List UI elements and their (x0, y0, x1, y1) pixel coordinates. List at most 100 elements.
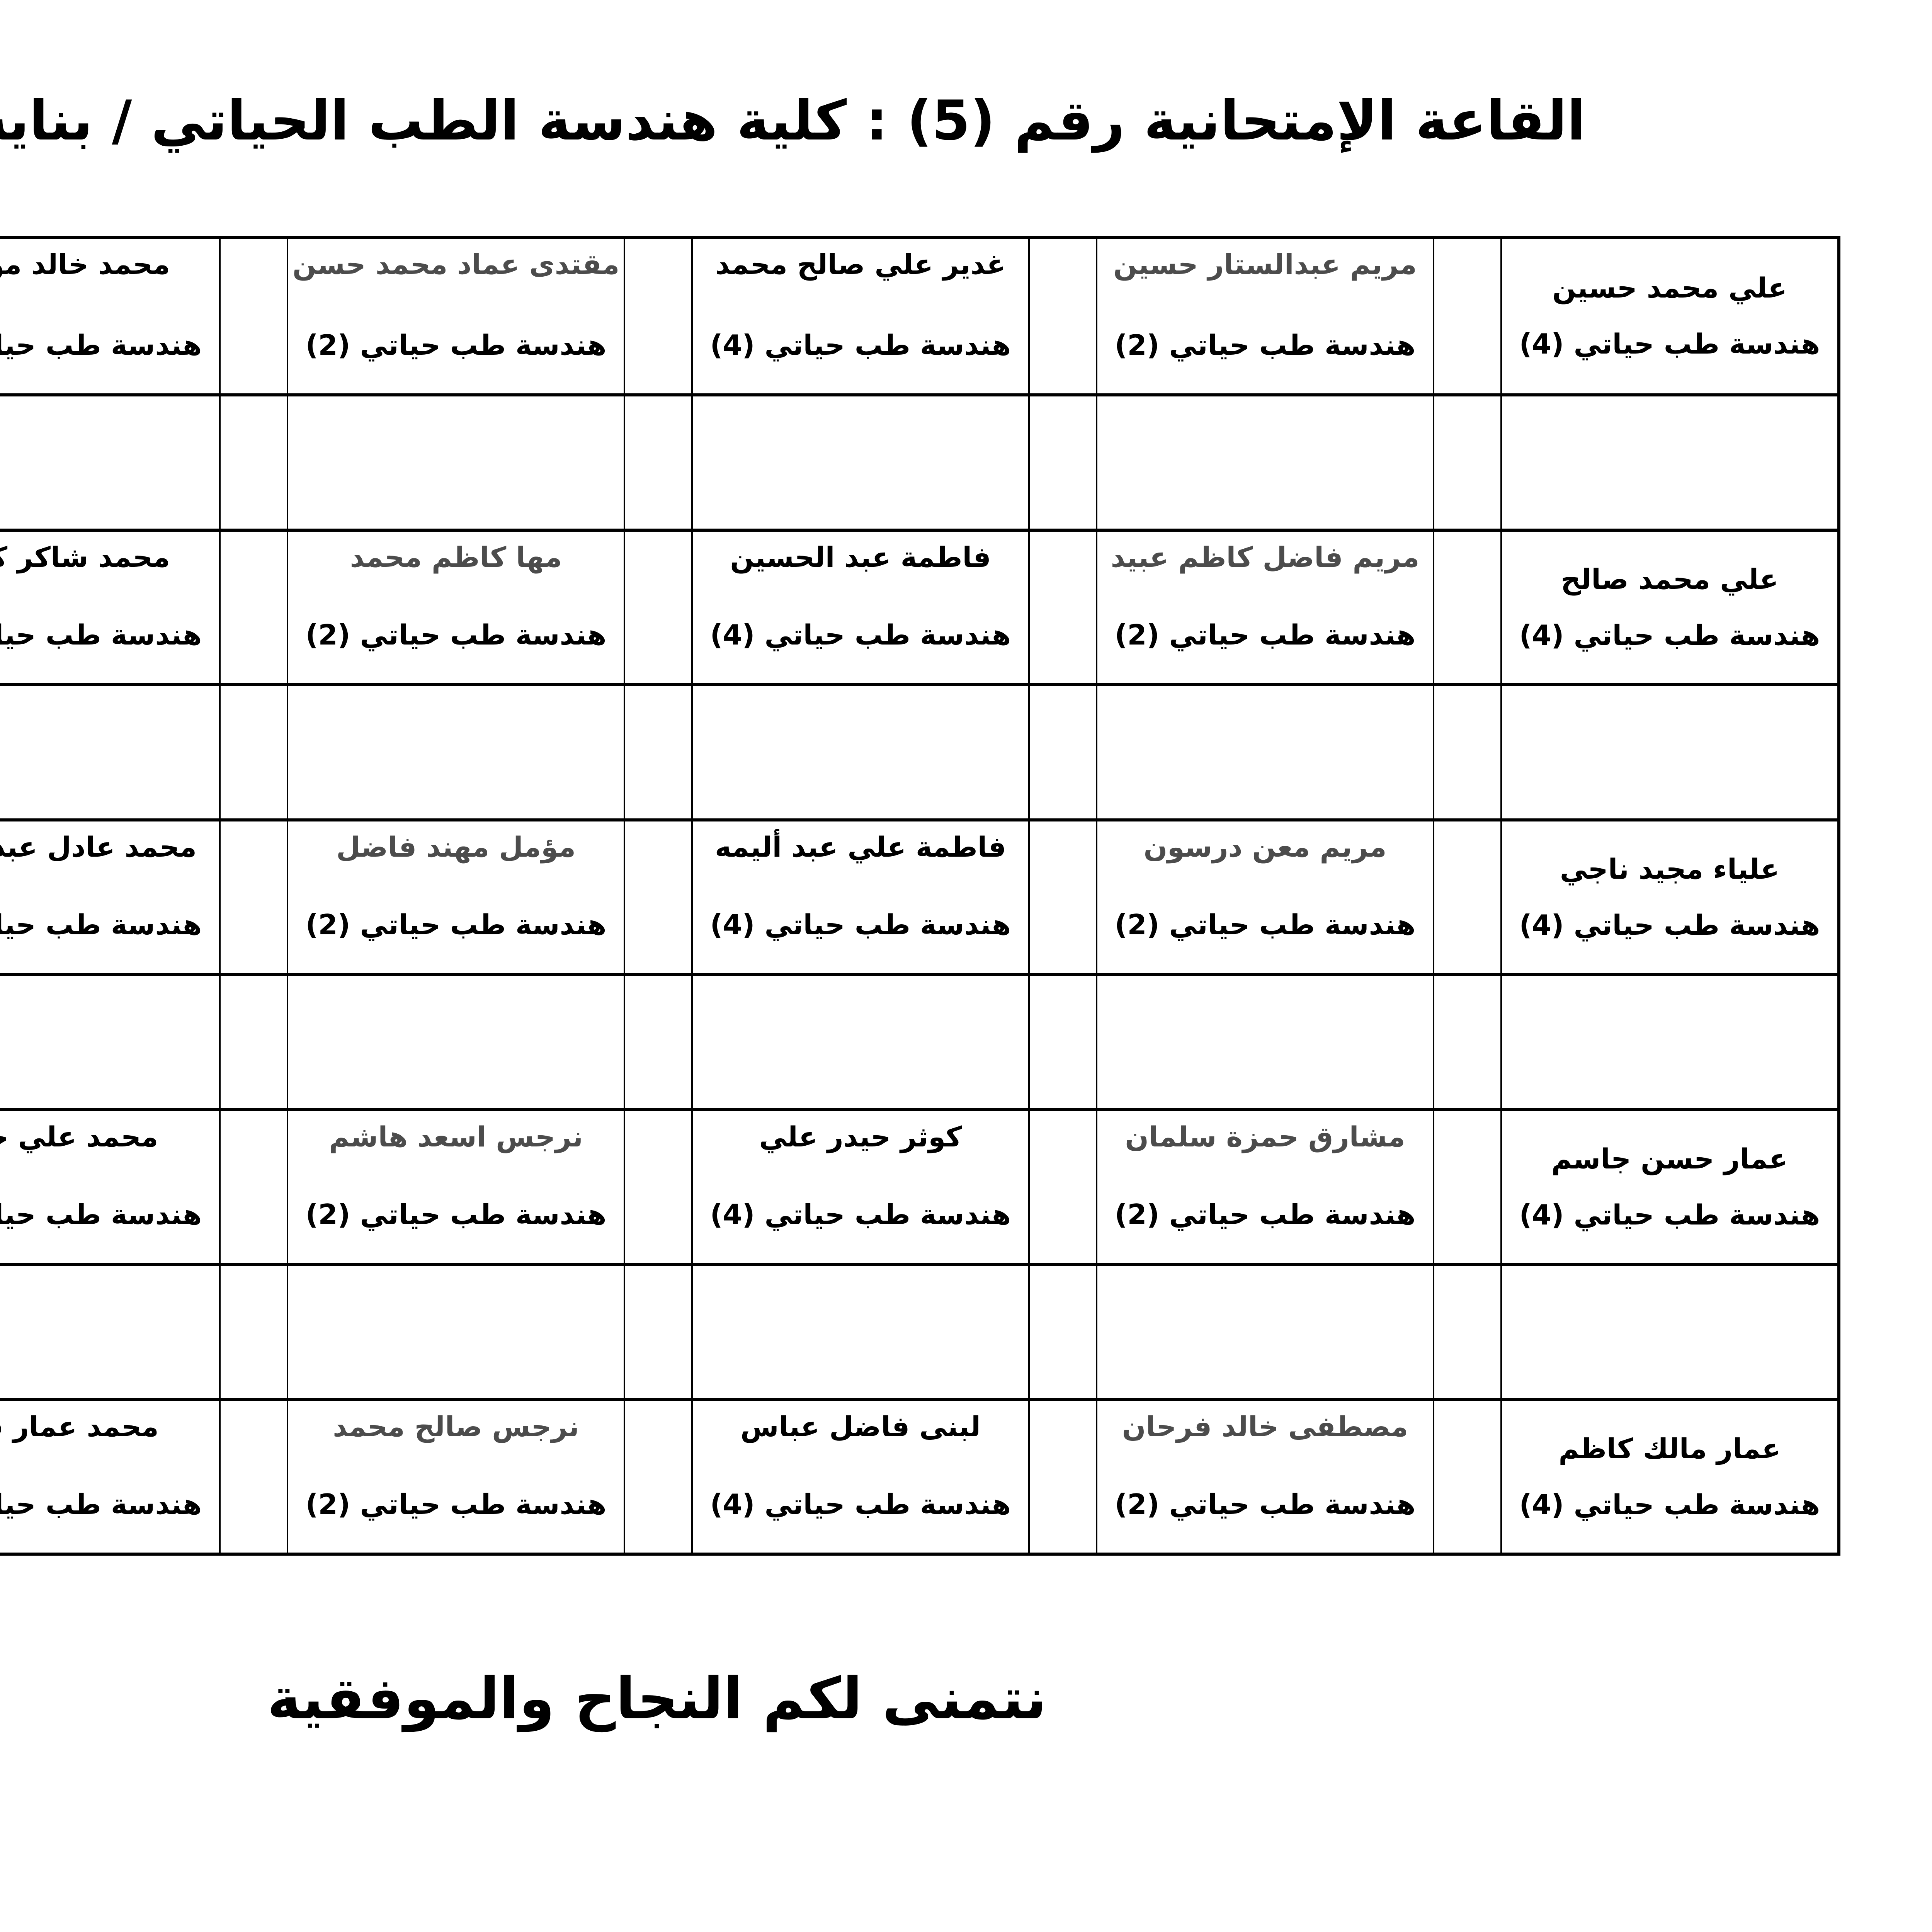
empty-seat-cell (1500, 393, 1837, 529)
spacer-cell (219, 529, 287, 683)
empty-seat-cell (287, 683, 624, 818)
spacer-cell (1028, 1108, 1096, 1263)
student-program: هندسة طب حياتي (4) (1519, 619, 1820, 651)
spacer-cell (1433, 973, 1500, 1108)
seat-cell: مشارق حمزة سلمان هندسة طب حياتي (2) (1096, 1108, 1433, 1263)
student-name: لبنى فاضل عباس (740, 1410, 981, 1443)
seat-cell: عمار حسن جاسم هندسة طب حياتي (4) (1500, 1108, 1837, 1263)
spacer-cell (1028, 393, 1096, 529)
student-name: غدير علي صالح محمد (715, 248, 1006, 281)
student-program: هندسة طب حياتي (4) (0, 329, 202, 362)
spacer-cell (1433, 1108, 1500, 1263)
student-program: هندسة طب حياتي (2) (305, 1488, 607, 1521)
student-program: هندسة طب حياتي (2) (305, 329, 607, 362)
spacer-cell (1028, 683, 1096, 818)
student-program: هندسة طب حياتي (4) (710, 329, 1011, 362)
student-program: هندسة طب حياتي (4) (0, 619, 202, 651)
student-program: هندسة طب حياتي (2) (305, 908, 607, 941)
spacer-cell (624, 973, 691, 1108)
seat-cell: مها كاظم محمد هندسة طب حياتي (2) (287, 529, 624, 683)
spacer-cell (1028, 239, 1096, 393)
spacer-cell (624, 1263, 691, 1398)
student-name: نرجس اسعد هاشم (329, 1121, 583, 1153)
spacer-cell (624, 683, 691, 818)
student-name: نرجس صالح محمد (333, 1410, 579, 1443)
student-program: هندسة طب حياتي (4) (710, 1488, 1011, 1521)
empty-seat-cell (0, 393, 219, 529)
student-program: هندسة طب حياتي (4) (1519, 909, 1820, 941)
empty-seat-cell (691, 393, 1028, 529)
student-name: مقتدى عماد محمد حسن (292, 248, 620, 281)
spacer-cell (219, 683, 287, 818)
page-title: القاعة الإمتحانية رقم (5) : كلية هندسة ا… (0, 89, 1586, 153)
student-name: علي محمد صالح (1561, 563, 1779, 596)
student-name: فاطمة علي عبد أليمه (715, 831, 1006, 863)
spacer-cell (624, 393, 691, 529)
seat-cell: لبنى فاضل عباس هندسة طب حياتي (4) (691, 1398, 1028, 1553)
student-name: علياء مجيد ناجي (1560, 853, 1780, 886)
spacer-cell (624, 529, 691, 683)
student-program: هندسة طب حياتي (2) (305, 1198, 607, 1231)
student-program: هندسة طب حياتي (2) (305, 619, 607, 651)
empty-seat-cell (287, 393, 624, 529)
student-program: هندسة طب حياتي (2) (1114, 1198, 1416, 1231)
spacer-cell (1433, 393, 1500, 529)
student-program: هندسة طب حياتي (4) (1519, 1488, 1820, 1521)
spacer-cell (219, 973, 287, 1108)
empty-seat-cell (0, 683, 219, 818)
empty-seat-cell (1096, 393, 1433, 529)
seat-cell: مريم فاضل كاظم عبيد هندسة طب حياتي (2) (1096, 529, 1433, 683)
seat-cell: علياء مجيد ناجي هندسة طب حياتي (4) (1500, 818, 1837, 973)
empty-seat-cell (1500, 973, 1837, 1108)
student-name: علي محمد حسين (1552, 272, 1787, 304)
student-name: مها كاظم محمد (350, 541, 562, 573)
empty-seat-cell (691, 683, 1028, 818)
student-program: هندسة طب حياتي (4) (0, 908, 202, 941)
seat-cell: عمار مالك كاظم هندسة طب حياتي (4) (1500, 1398, 1837, 1553)
seat-cell: مصطفى خالد فرحان هندسة طب حياتي (2) (1096, 1398, 1433, 1553)
seat-cell: كوثر حيدر علي هندسة طب حياتي (4) (691, 1108, 1028, 1263)
student-name: محمد عادل عبد الغني (0, 831, 197, 863)
empty-seat-cell (287, 973, 624, 1108)
spacer-cell (219, 818, 287, 973)
empty-seat-cell (691, 1263, 1028, 1398)
student-name: مريم فاضل كاظم عبيد (1111, 541, 1420, 573)
student-program: هندسة طب حياتي (4) (710, 1198, 1011, 1231)
empty-seat-cell (1500, 1263, 1837, 1398)
student-program: هندسة طب حياتي (2) (1114, 619, 1416, 651)
empty-seat-cell (691, 973, 1028, 1108)
seat-cell: علي محمد حسين هندسة طب حياتي (4) (1500, 239, 1837, 393)
empty-seat-cell (1500, 683, 1837, 818)
spacer-cell (624, 239, 691, 393)
spacer-cell (624, 1108, 691, 1263)
spacer-cell (219, 393, 287, 529)
seat-cell: محمد عمار فالح هندسة طب حياتي (4) (0, 1398, 219, 1553)
seat-cell: مقتدى عماد محمد حسن هندسة طب حياتي (2) (287, 239, 624, 393)
student-name: محمد خالد موحان (0, 248, 170, 281)
empty-seat-cell (1096, 1263, 1433, 1398)
empty-seat-cell (0, 973, 219, 1108)
spacer-cell (1433, 818, 1500, 973)
student-name: عمار حسن جاسم (1551, 1143, 1788, 1175)
spacer-cell (1433, 529, 1500, 683)
seat-cell: مريم عبدالستار حسين هندسة طب حياتي (2) (1096, 239, 1433, 393)
student-program: هندسة طب حياتي (4) (0, 1488, 202, 1521)
student-name: كوثر حيدر علي (759, 1121, 962, 1153)
student-program: هندسة طب حياتي (4) (1519, 328, 1820, 360)
student-name: محمد شاكر كاظم (0, 541, 170, 573)
seat-cell: مؤمل مهند فاضل هندسة طب حياتي (2) (287, 818, 624, 973)
spacer-cell (1028, 1263, 1096, 1398)
seat-cell: محمد خالد موحان هندسة طب حياتي (4) (0, 239, 219, 393)
student-name: مشارق حمزة سلمان (1125, 1121, 1405, 1153)
spacer-cell (219, 1108, 287, 1263)
spacer-cell (219, 239, 287, 393)
student-name: مصطفى خالد فرحان (1122, 1410, 1408, 1443)
student-name: محمد عمار فالح (0, 1410, 159, 1443)
seat-cell: مريم معن درسون هندسة طب حياتي (2) (1096, 818, 1433, 973)
empty-seat-cell (0, 1263, 219, 1398)
student-name: عمار مالك كاظم (1558, 1432, 1781, 1465)
exam-seating-table: علي محمد حسين هندسة طب حياتي (4) مريم عبدا… (0, 236, 1840, 1556)
spacer-cell (1433, 683, 1500, 818)
seat-cell: فاطمة علي عبد أليمه هندسة طب حياتي (4) (691, 818, 1028, 973)
